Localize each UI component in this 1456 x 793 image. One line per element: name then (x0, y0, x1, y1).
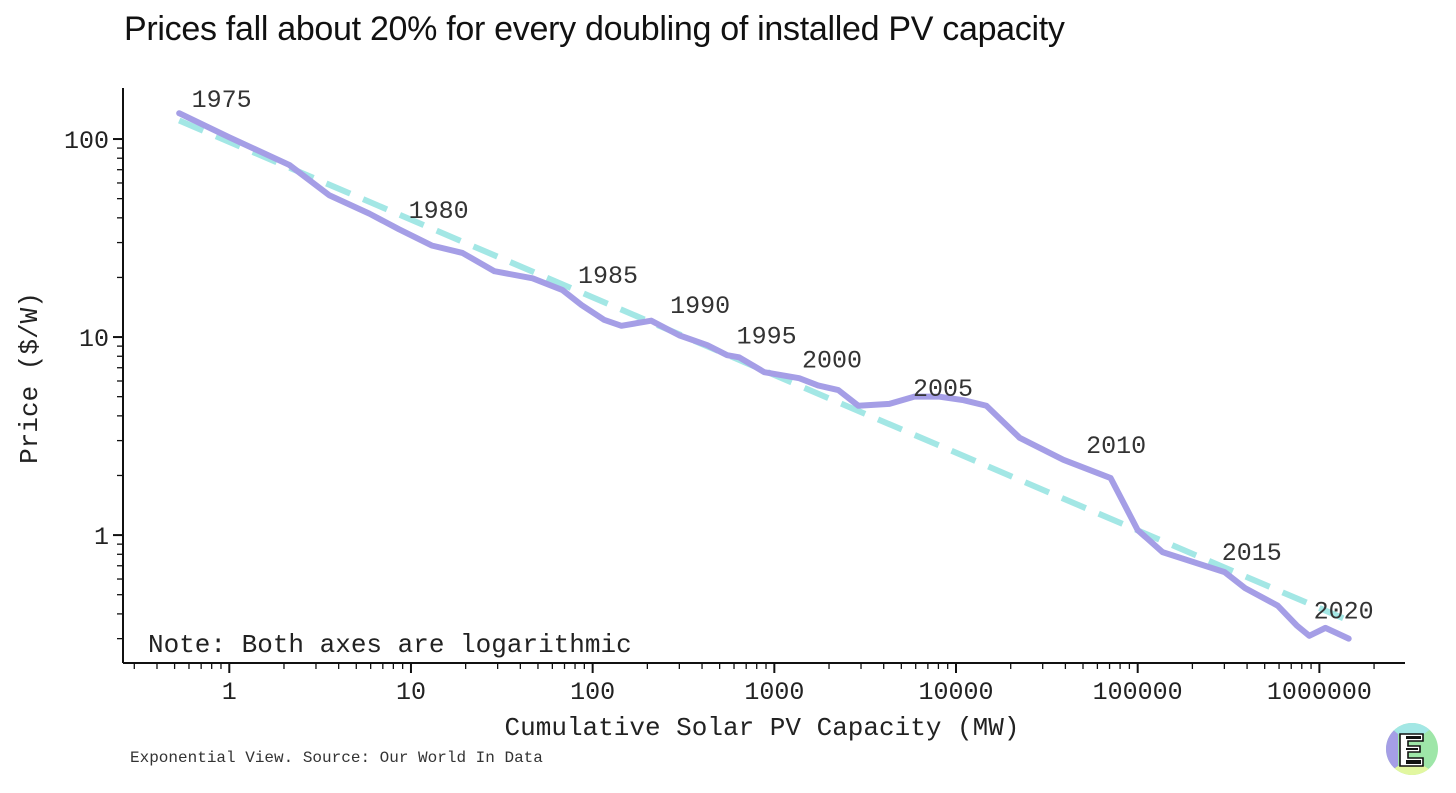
year-label: 1990 (670, 292, 730, 321)
price-line (176, 110, 1352, 642)
x-tick-label: 1000000 (1267, 678, 1372, 707)
year-label: 2020 (1314, 597, 1374, 626)
year-label: 1985 (578, 262, 638, 291)
chart-title: Prices fall about 20% for every doubling… (124, 10, 1065, 48)
year-label: 2015 (1222, 539, 1282, 568)
note-annotation: Note: Both axes are logarithmic (148, 630, 632, 660)
year-label: 1980 (409, 197, 469, 226)
year-label: 2010 (1086, 432, 1146, 461)
x-tick-label: 1000 (744, 678, 804, 707)
y-tick-label: 100 (64, 127, 109, 156)
x-tick-label: 100 (570, 678, 615, 707)
exponential-view-logo (1386, 723, 1438, 775)
x-tick-label: 100000 (1093, 678, 1183, 707)
x-tick-label: 1 (222, 678, 237, 707)
axes: 1 10 100 1000 10000 100000 1000000 1 10 100 (64, 88, 1405, 707)
year-label: 2000 (802, 347, 862, 376)
x-axis-label: Cumulative Solar PV Capacity (MW) (505, 713, 1020, 743)
year-label: 1975 (192, 86, 252, 115)
x-tick-label: 10 (396, 678, 426, 707)
y-tick-label: 10 (79, 325, 109, 354)
year-label: 2005 (913, 375, 973, 404)
source-caption: Exponential View. Source: Our World In D… (130, 749, 543, 767)
labels: Note: Both axes are logarithmic Cumulati… (15, 292, 1019, 743)
year-label: 1995 (737, 322, 797, 351)
x-tick-label: 10000 (919, 678, 994, 707)
trend-line (178, 117, 1350, 624)
y-axis-label: Price ($/W) (15, 292, 45, 464)
y-tick-label: 1 (94, 523, 109, 552)
